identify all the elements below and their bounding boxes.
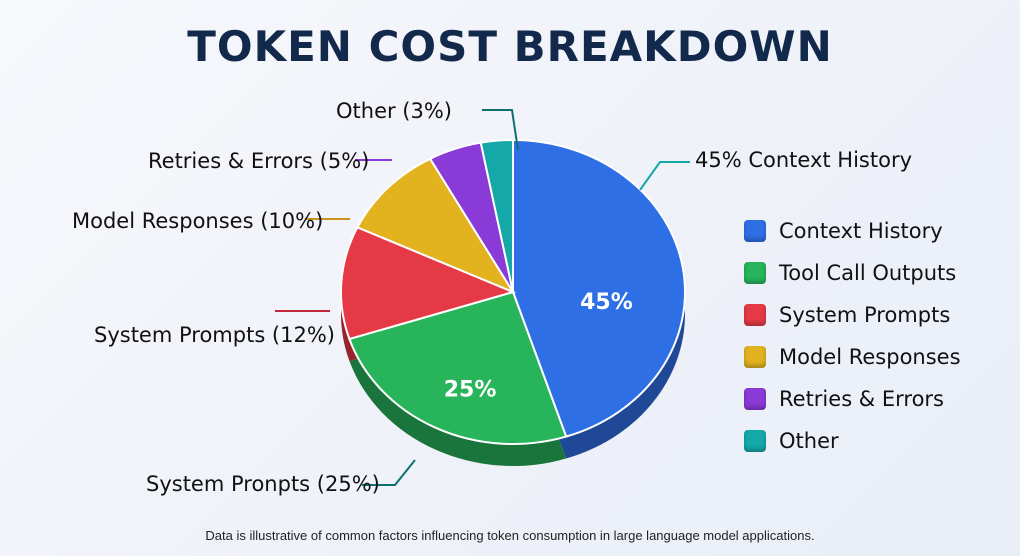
legend-item: Tool Call Outputs — [744, 252, 961, 294]
pie-slice-system-prompts — [340, 226, 517, 341]
footnote: Data is illustrative of common factors i… — [205, 528, 815, 543]
callout-model-responses: Model Responses (10%) — [72, 209, 324, 233]
legend-swatch — [744, 430, 766, 452]
legend-item: Retries & Errors — [744, 378, 961, 420]
legend-swatch — [744, 262, 766, 284]
legend-label: Model Responses — [779, 345, 961, 369]
legend-label: System Prompts — [779, 303, 951, 327]
callout-other: Other (3%) — [336, 99, 453, 123]
legend-label: Tool Call Outputs — [779, 261, 957, 285]
legend-label: Other — [779, 429, 839, 453]
callout-retries: Retries & Errors (5%) — [148, 149, 370, 173]
legend-item: Other — [744, 420, 961, 462]
legend-swatch — [744, 220, 766, 242]
legend-item: Context History — [744, 210, 961, 252]
legend-label: Retries & Errors — [779, 387, 944, 411]
leader-line — [639, 161, 690, 191]
legend-swatch — [744, 346, 766, 368]
pie-slice-tool-call-outputs — [348, 290, 568, 446]
legend-item: System Prompts — [744, 294, 961, 336]
pie-slice-model-responses — [355, 157, 516, 295]
chart-title: TOKEN COST BREAKDOWN — [187, 22, 833, 71]
slice-value-label: 45% — [580, 290, 633, 315]
legend: Context History Tool Call Outputs System… — [744, 210, 961, 462]
slice-value-label: 25% — [444, 377, 497, 402]
legend-item: Model Responses — [744, 336, 961, 378]
legend-swatch — [744, 388, 766, 410]
callout-system-prompts: System Prompts (12%) — [94, 323, 335, 347]
legend-swatch — [744, 304, 766, 326]
pie-slice-other — [479, 138, 514, 293]
callout-context-history: 45% Context History — [695, 148, 913, 172]
leader-line — [482, 109, 519, 151]
legend-label: Context History — [779, 219, 943, 243]
callout-tool-outputs: System Pronpts (25%) — [146, 472, 380, 496]
pie-slice-context-history — [512, 138, 687, 438]
leader-line — [362, 459, 416, 486]
